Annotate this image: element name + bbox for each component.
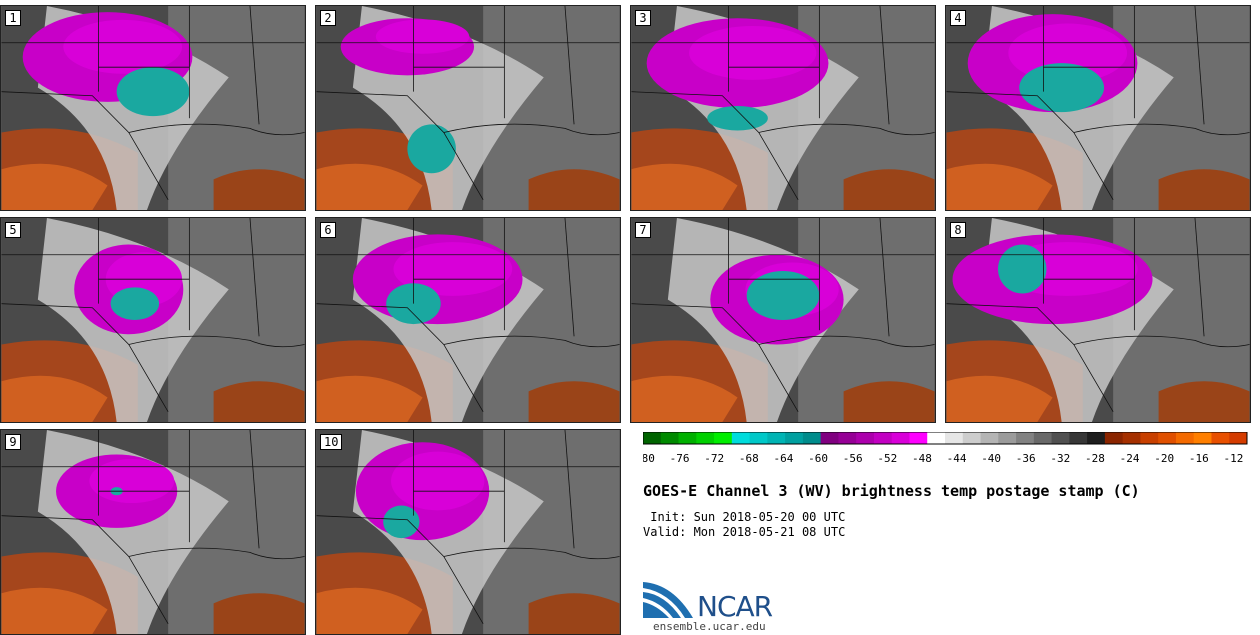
colorbar-swatch <box>1211 432 1230 444</box>
stamp-panel: 2 <box>315 5 621 211</box>
ncar-logo <box>643 582 693 618</box>
panel-number: 2 <box>320 10 336 26</box>
panel-number: 4 <box>950 10 966 26</box>
colorbar-swatch <box>927 432 946 444</box>
water-vapor-map <box>631 218 935 422</box>
colorbar-swatch <box>856 432 875 444</box>
water-vapor-map <box>1 6 305 210</box>
colorbar-tick-label: -80 <box>643 452 655 465</box>
colorbar-swatch <box>909 432 928 444</box>
stamp-panel: 4 <box>945 5 1251 211</box>
colorbar-tick-label: -12 <box>1223 452 1243 465</box>
colorbar-tick-label: -40 <box>981 452 1001 465</box>
stamp-panel: 3 <box>630 5 936 211</box>
colorbar-swatch <box>802 432 822 444</box>
panel-number: 7 <box>635 222 651 238</box>
colorbar-swatch <box>678 432 697 444</box>
colorbar-tick-label: -16 <box>1189 452 1209 465</box>
stamp-panel: 6 <box>315 217 621 423</box>
colorbar-swatch <box>1193 432 1212 444</box>
colorbar-swatch <box>945 432 964 444</box>
colorbar-swatch <box>749 432 768 444</box>
colorbar-tick-label: -60 <box>808 452 828 465</box>
water-vapor-map <box>1 430 305 634</box>
colorbar-tick-label: -24 <box>1120 452 1140 465</box>
colorbar-swatch <box>1051 432 1070 444</box>
valid-time: Valid: Mon 2018-05-21 08 UTC <box>643 525 846 539</box>
colorbar-swatch <box>838 432 857 444</box>
colorbar-swatch <box>767 432 786 444</box>
colorbar-swatch <box>998 432 1017 444</box>
colorbar-tick-label: -52 <box>877 452 897 465</box>
panel-number: 10 <box>320 434 343 450</box>
colorbar-swatch <box>1104 432 1124 444</box>
water-vapor-map <box>316 430 620 634</box>
colorbar-tick-label: -64 <box>774 452 794 465</box>
panel-number: 6 <box>320 222 336 238</box>
colorbar-swatch <box>1158 432 1177 444</box>
panel-number: 1 <box>5 10 21 26</box>
colorbar-swatch <box>1087 432 1106 444</box>
colorbar-tick-label: -36 <box>1016 452 1036 465</box>
colorbar-swatch <box>696 432 715 444</box>
water-vapor-map <box>946 6 1250 210</box>
colorbar-swatch <box>820 432 839 444</box>
figure-title: GOES-E Channel 3 (WV) brightness temp po… <box>643 482 1140 500</box>
colorbar-tick-label: -76 <box>670 452 690 465</box>
colorbar-tick-label: -20 <box>1154 452 1174 465</box>
colorbar-swatch <box>660 432 680 444</box>
colorbar-swatch <box>873 432 893 444</box>
panel-number: 9 <box>5 434 21 450</box>
colorbar-swatch <box>980 432 999 444</box>
colorbar-swatch <box>1016 432 1035 444</box>
water-vapor-map <box>316 6 620 210</box>
stamp-panel: 9 <box>0 429 306 635</box>
water-vapor-map <box>316 218 620 422</box>
colorbar: -80 -76 -72 -68 -64 -60 -56 -52 -48 -44 -40 -36 -32 -… <box>643 432 1248 465</box>
colorbar-tick-label: -28 <box>1085 452 1105 465</box>
colorbar-tick-label: -68 <box>739 452 759 465</box>
colorbar-tick-label: -44 <box>947 452 967 465</box>
panel-number: 5 <box>5 222 21 238</box>
stamp-panel: 7 <box>630 217 936 423</box>
colorbar-swatch <box>785 432 804 444</box>
colorbar-swatch <box>1033 432 1053 444</box>
panel-number: 8 <box>950 222 966 238</box>
colorbar-swatch <box>891 432 910 444</box>
stamp-panel: 1 <box>0 5 306 211</box>
colorbar-swatch <box>1069 432 1088 444</box>
stamp-panel: 8 <box>945 217 1251 423</box>
colorbar-tick-label: -56 <box>843 452 863 465</box>
water-vapor-map <box>946 218 1250 422</box>
panel-number: 3 <box>635 10 651 26</box>
colorbar-swatch <box>1140 432 1159 444</box>
init-time: Init: Sun 2018-05-20 00 UTC <box>643 510 846 524</box>
colorbar-swatch <box>1122 432 1141 444</box>
colorbar-swatch <box>714 432 733 444</box>
colorbar-tick-label: -48 <box>912 452 932 465</box>
stamp-panel: 10 <box>315 429 621 635</box>
site-url: ensemble.ucar.edu <box>653 620 766 633</box>
colorbar-tick-label: -72 <box>704 452 724 465</box>
colorbar-swatch <box>1229 432 1248 444</box>
colorbar-tick-label: -32 <box>1050 452 1070 465</box>
colorbar-swatch <box>643 432 662 444</box>
colorbar-swatch <box>731 432 751 444</box>
colorbar-swatch <box>1175 432 1195 444</box>
colorbar-swatch <box>962 432 982 444</box>
water-vapor-map <box>631 6 935 210</box>
water-vapor-map <box>1 218 305 422</box>
stamp-panel: 5 <box>0 217 306 423</box>
ncar-logo-text: NCAR <box>697 590 773 623</box>
